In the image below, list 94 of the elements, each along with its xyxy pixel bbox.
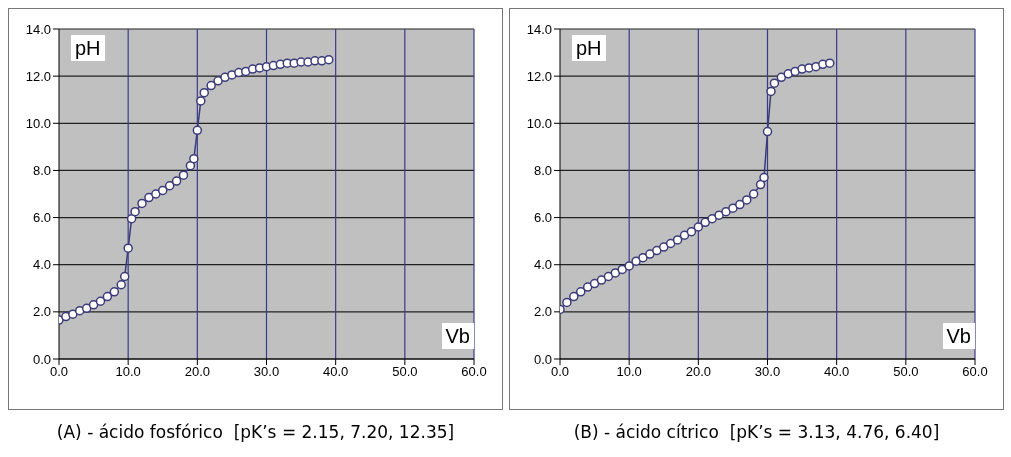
x-tick-label: 40.0	[323, 364, 349, 380]
point	[735, 199, 745, 210]
y-tick-label: 10.0	[25, 115, 51, 131]
point	[603, 271, 614, 282]
x-tick-label: 10.0	[115, 364, 141, 380]
point	[707, 214, 717, 224]
point	[748, 189, 759, 199]
point	[119, 271, 130, 282]
y-tick-label: 12.0	[526, 68, 552, 84]
point	[199, 87, 209, 98]
y-tick-label: 4.0	[533, 257, 552, 273]
y-axis-title: pH	[71, 35, 105, 61]
point	[631, 256, 641, 266]
x-tick-label: 60.0	[461, 364, 487, 380]
point	[652, 245, 662, 256]
point	[759, 172, 769, 183]
point	[151, 189, 161, 199]
x-tick-label: 50.0	[893, 364, 919, 380]
point	[624, 261, 634, 271]
y-tick-label: 14.0	[526, 21, 552, 37]
x-tick-label: 20.0	[685, 364, 711, 380]
point	[693, 222, 704, 232]
point	[213, 76, 223, 86]
point	[589, 278, 600, 289]
x-tick-label: 0.0	[550, 364, 570, 380]
point	[324, 54, 334, 65]
point	[811, 61, 821, 72]
point	[742, 195, 752, 205]
y-tick-label: 8.0	[32, 163, 51, 179]
text: (A) - ácido fosfórico [pK’s = 2.15, 7.20, 12.35]	[55, 422, 456, 442]
point	[714, 210, 724, 220]
point	[109, 287, 120, 297]
y-tick-label: 0.0	[32, 351, 51, 367]
point	[192, 125, 203, 136]
y-tick-label: 6.0	[32, 210, 51, 226]
point	[762, 126, 773, 137]
point	[638, 252, 648, 263]
point	[158, 185, 168, 196]
point	[659, 242, 669, 252]
point	[596, 275, 607, 285]
point	[766, 86, 776, 97]
point	[189, 153, 199, 164]
point	[672, 235, 683, 245]
y-tick-label: 0.0	[533, 351, 552, 367]
x-tick-label: 10.0	[616, 364, 642, 380]
point	[721, 206, 731, 217]
x-axis-title: Vb	[441, 323, 474, 349]
point	[769, 78, 780, 88]
point	[178, 170, 189, 180]
y-tick-label: 2.0	[32, 304, 51, 320]
point	[130, 206, 140, 217]
x-tick-label: 30.0	[253, 364, 280, 380]
y-tick-label: 6.0	[533, 210, 552, 226]
x-tick-label: 50.0	[392, 364, 418, 380]
x-tick-label: 60.0	[962, 364, 988, 380]
point	[95, 296, 106, 306]
y-tick-label: 10.0	[526, 115, 552, 131]
point	[81, 303, 92, 314]
point	[582, 282, 593, 292]
point	[102, 291, 113, 302]
point	[164, 181, 175, 191]
x-axis-title: Vb	[942, 323, 975, 349]
point	[171, 176, 182, 186]
point	[206, 80, 216, 91]
x-tick-label: 40.0	[824, 364, 850, 380]
y-tick-label: 14.0	[25, 21, 51, 37]
point	[728, 203, 738, 213]
point	[679, 230, 690, 240]
point	[196, 96, 206, 106]
point	[645, 249, 655, 259]
y-tick-label: 2.0	[533, 304, 552, 320]
point	[755, 179, 766, 190]
point	[88, 300, 99, 310]
point	[116, 280, 126, 290]
y-axis-title: pH	[572, 35, 606, 61]
x-tick-label: 30.0	[754, 364, 781, 380]
point	[137, 198, 147, 209]
x-tick-label: 20.0	[184, 364, 210, 380]
point	[144, 192, 154, 203]
point	[665, 238, 676, 249]
point	[576, 287, 586, 297]
point	[610, 268, 621, 278]
point	[825, 58, 835, 68]
point	[562, 297, 572, 308]
y-tick-label: 4.0	[32, 257, 51, 273]
text: (B) - ácido cítrico [pK’s = 3.13, 4.76, 6.40]	[572, 422, 941, 442]
y-tick-label: 12.0	[25, 68, 51, 84]
point	[569, 291, 579, 302]
point	[68, 309, 78, 319]
y-tick-label: 8.0	[533, 163, 552, 179]
point	[123, 243, 133, 253]
x-tick-label: 0.0	[49, 364, 69, 380]
point	[185, 160, 196, 171]
point	[686, 226, 697, 237]
